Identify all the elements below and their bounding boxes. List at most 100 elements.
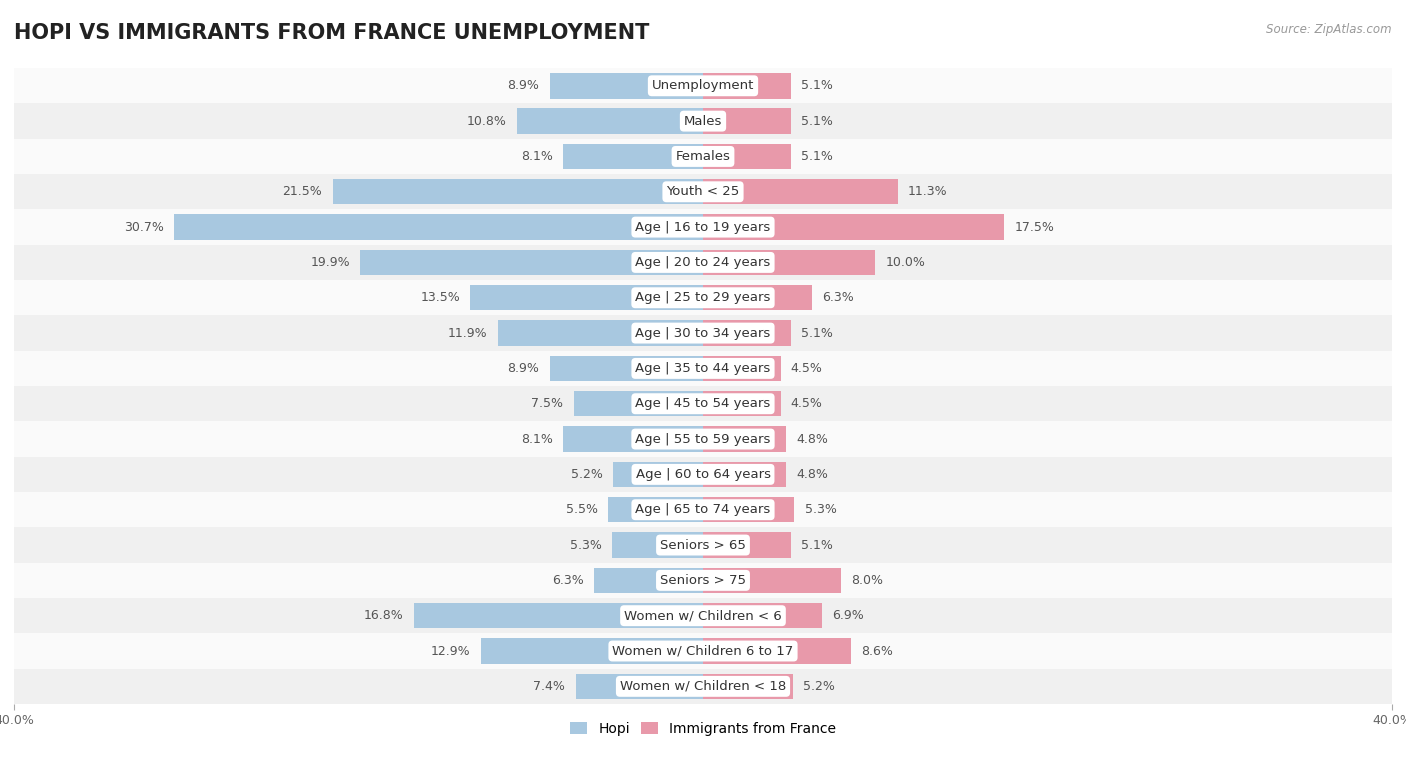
Bar bbox=[14, 634, 1392, 668]
Text: 5.1%: 5.1% bbox=[801, 79, 832, 92]
Text: Source: ZipAtlas.com: Source: ZipAtlas.com bbox=[1267, 23, 1392, 36]
Bar bbox=[703, 108, 790, 134]
Bar bbox=[703, 603, 823, 628]
Text: Age | 55 to 59 years: Age | 55 to 59 years bbox=[636, 432, 770, 446]
Bar bbox=[413, 603, 703, 628]
Bar bbox=[703, 462, 786, 487]
Text: 13.5%: 13.5% bbox=[420, 291, 460, 304]
Bar bbox=[14, 316, 1392, 350]
Bar bbox=[498, 320, 703, 346]
Text: Age | 20 to 24 years: Age | 20 to 24 years bbox=[636, 256, 770, 269]
Text: Males: Males bbox=[683, 114, 723, 128]
Text: 5.2%: 5.2% bbox=[803, 680, 835, 693]
Text: 4.8%: 4.8% bbox=[796, 468, 828, 481]
Text: 5.3%: 5.3% bbox=[804, 503, 837, 516]
Bar bbox=[703, 426, 786, 452]
Bar bbox=[703, 214, 1004, 240]
Text: 5.1%: 5.1% bbox=[801, 538, 832, 552]
Text: Seniors > 75: Seniors > 75 bbox=[659, 574, 747, 587]
Bar bbox=[703, 73, 790, 98]
Bar bbox=[703, 674, 793, 699]
Text: Women w/ Children < 6: Women w/ Children < 6 bbox=[624, 609, 782, 622]
Text: 4.8%: 4.8% bbox=[796, 432, 828, 446]
Bar bbox=[703, 250, 875, 275]
Text: Age | 65 to 74 years: Age | 65 to 74 years bbox=[636, 503, 770, 516]
Text: Age | 45 to 54 years: Age | 45 to 54 years bbox=[636, 397, 770, 410]
Text: 16.8%: 16.8% bbox=[364, 609, 404, 622]
Text: 30.7%: 30.7% bbox=[124, 220, 165, 234]
Bar bbox=[612, 532, 703, 558]
Text: Youth < 25: Youth < 25 bbox=[666, 185, 740, 198]
Bar bbox=[703, 568, 841, 593]
Text: 4.5%: 4.5% bbox=[790, 397, 823, 410]
Bar bbox=[703, 285, 811, 310]
Bar bbox=[333, 179, 703, 204]
Bar bbox=[703, 391, 780, 416]
Bar bbox=[517, 108, 703, 134]
Text: 5.1%: 5.1% bbox=[801, 326, 832, 340]
Bar bbox=[14, 668, 1392, 704]
Text: Seniors > 65: Seniors > 65 bbox=[659, 538, 747, 552]
Bar bbox=[14, 350, 1392, 386]
Text: 8.1%: 8.1% bbox=[522, 150, 553, 163]
Bar bbox=[14, 174, 1392, 210]
Bar bbox=[14, 598, 1392, 634]
Bar bbox=[703, 532, 790, 558]
Text: 7.4%: 7.4% bbox=[533, 680, 565, 693]
Text: 8.6%: 8.6% bbox=[862, 644, 893, 658]
Bar bbox=[14, 456, 1392, 492]
Text: 6.3%: 6.3% bbox=[553, 574, 583, 587]
Text: 5.3%: 5.3% bbox=[569, 538, 602, 552]
Bar bbox=[703, 320, 790, 346]
Bar bbox=[14, 492, 1392, 528]
Text: 6.9%: 6.9% bbox=[832, 609, 863, 622]
Bar bbox=[14, 210, 1392, 245]
Bar bbox=[703, 179, 897, 204]
Bar bbox=[550, 356, 703, 381]
Text: 6.3%: 6.3% bbox=[823, 291, 853, 304]
Bar bbox=[703, 144, 790, 169]
Bar bbox=[14, 245, 1392, 280]
Bar bbox=[471, 285, 703, 310]
Text: 17.5%: 17.5% bbox=[1015, 220, 1054, 234]
Bar bbox=[703, 356, 780, 381]
Bar bbox=[703, 638, 851, 664]
Text: 8.1%: 8.1% bbox=[522, 432, 553, 446]
Text: 5.1%: 5.1% bbox=[801, 114, 832, 128]
Bar bbox=[14, 280, 1392, 316]
Text: HOPI VS IMMIGRANTS FROM FRANCE UNEMPLOYMENT: HOPI VS IMMIGRANTS FROM FRANCE UNEMPLOYM… bbox=[14, 23, 650, 42]
Bar bbox=[360, 250, 703, 275]
Text: Women w/ Children 6 to 17: Women w/ Children 6 to 17 bbox=[613, 644, 793, 658]
Bar bbox=[564, 144, 703, 169]
Bar bbox=[574, 391, 703, 416]
Text: 12.9%: 12.9% bbox=[430, 644, 471, 658]
Text: Age | 16 to 19 years: Age | 16 to 19 years bbox=[636, 220, 770, 234]
Text: Age | 25 to 29 years: Age | 25 to 29 years bbox=[636, 291, 770, 304]
Bar bbox=[14, 422, 1392, 456]
Bar bbox=[14, 68, 1392, 104]
Text: 5.5%: 5.5% bbox=[567, 503, 598, 516]
Bar bbox=[14, 528, 1392, 562]
Text: 8.9%: 8.9% bbox=[508, 362, 540, 375]
Text: 4.5%: 4.5% bbox=[790, 362, 823, 375]
Bar bbox=[174, 214, 703, 240]
Text: 8.0%: 8.0% bbox=[851, 574, 883, 587]
Bar bbox=[575, 674, 703, 699]
Text: Age | 60 to 64 years: Age | 60 to 64 years bbox=[636, 468, 770, 481]
Text: 21.5%: 21.5% bbox=[283, 185, 322, 198]
Text: 11.3%: 11.3% bbox=[908, 185, 948, 198]
Bar bbox=[481, 638, 703, 664]
Text: 11.9%: 11.9% bbox=[449, 326, 488, 340]
Text: 19.9%: 19.9% bbox=[311, 256, 350, 269]
Bar bbox=[595, 568, 703, 593]
Text: Unemployment: Unemployment bbox=[652, 79, 754, 92]
Text: Age | 30 to 34 years: Age | 30 to 34 years bbox=[636, 326, 770, 340]
Text: Age | 35 to 44 years: Age | 35 to 44 years bbox=[636, 362, 770, 375]
Bar bbox=[14, 386, 1392, 422]
Bar bbox=[14, 562, 1392, 598]
Bar bbox=[609, 497, 703, 522]
Bar bbox=[14, 139, 1392, 174]
Text: 8.9%: 8.9% bbox=[508, 79, 540, 92]
Bar bbox=[550, 73, 703, 98]
Bar bbox=[613, 462, 703, 487]
